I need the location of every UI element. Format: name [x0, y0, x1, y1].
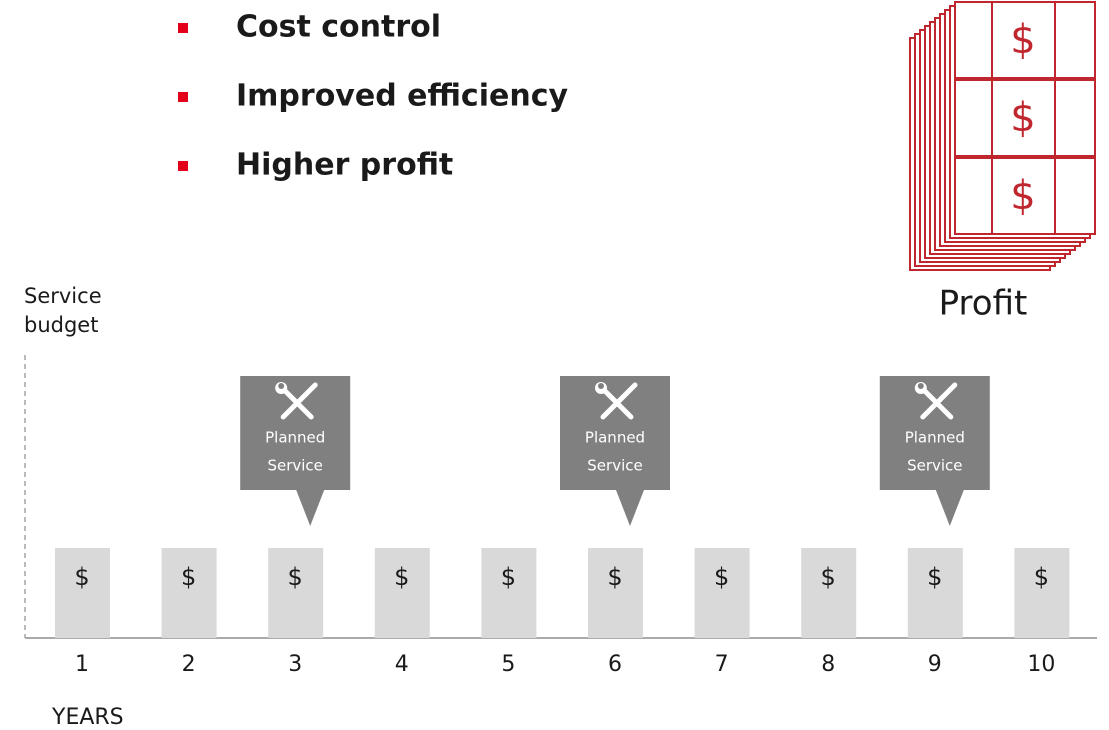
banknote-symbol: $	[1010, 95, 1035, 141]
diagram: Service budget YEARS Profit Cost control…	[0, 0, 1109, 730]
budget-symbol: $	[927, 563, 942, 591]
budget-symbol: $	[394, 563, 409, 591]
bullet-text: Higher profit	[236, 148, 453, 183]
bullet-marker	[178, 161, 188, 171]
year-label: 5	[501, 652, 515, 677]
year-label: 6	[608, 652, 622, 677]
budget-bar	[588, 548, 643, 638]
callout-text: Service	[587, 457, 642, 475]
budget-bar	[1014, 548, 1069, 638]
tool-icon	[598, 383, 604, 389]
year-label: 3	[288, 652, 302, 677]
budget-bar	[481, 548, 536, 638]
budget-symbol: $	[288, 563, 303, 591]
year-label: 4	[395, 652, 409, 677]
callout-text: Planned	[585, 429, 645, 447]
tool-icon	[278, 383, 284, 389]
budget-symbol: $	[501, 563, 516, 591]
budget-symbol: $	[607, 563, 622, 591]
year-label: 9	[928, 652, 942, 677]
year-label: 8	[821, 652, 835, 677]
budget-bar	[268, 548, 323, 638]
callout-text: Service	[907, 457, 962, 475]
callout-text: Planned	[905, 429, 965, 447]
y-axis-label: Service	[24, 284, 102, 308]
profit-label: Profit	[939, 284, 1028, 324]
x-axis-label: YEARS	[51, 705, 124, 730]
budget-bar	[695, 548, 750, 638]
banknote-symbol: $	[1010, 17, 1035, 63]
budget-bar	[55, 548, 110, 638]
year-label: 10	[1027, 652, 1055, 677]
budget-bar	[801, 548, 856, 638]
bullet-marker	[178, 92, 188, 102]
budget-bar	[908, 548, 963, 638]
banknote-symbol: $	[1010, 173, 1035, 219]
budget-symbol: $	[821, 563, 836, 591]
bullet-text: Cost control	[236, 10, 441, 45]
year-label: 7	[715, 652, 729, 677]
budget-symbol: $	[74, 563, 89, 591]
budget-symbol: $	[181, 563, 196, 591]
y-axis-label: budget	[24, 313, 98, 337]
budget-symbol: $	[714, 563, 729, 591]
bullet-text: Improved efficiency	[236, 79, 568, 114]
budget-symbol: $	[1034, 563, 1049, 591]
callout-text: Planned	[265, 429, 325, 447]
callout-text: Service	[267, 457, 322, 475]
bullet-marker	[178, 23, 188, 33]
year-label: 1	[75, 652, 89, 677]
budget-bar	[375, 548, 430, 638]
budget-bar	[162, 548, 217, 638]
tool-icon	[918, 383, 924, 389]
year-label: 2	[182, 652, 196, 677]
